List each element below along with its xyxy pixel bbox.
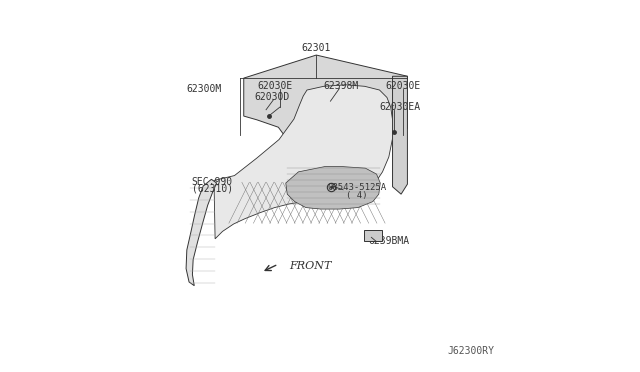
Text: 62030D: 62030D [255,93,290,102]
Text: (62310): (62310) [191,184,233,194]
Text: SEC.990: SEC.990 [191,177,233,187]
Text: 62030EA: 62030EA [380,102,420,112]
Polygon shape [286,167,380,209]
Text: 62301: 62301 [301,44,331,53]
Text: 62300M: 62300M [186,84,221,93]
Text: 62030E: 62030E [257,81,292,91]
Text: 08543-5125A: 08543-5125A [327,183,386,192]
Polygon shape [214,85,392,239]
Text: 6239BMA: 6239BMA [368,236,410,246]
Polygon shape [392,76,408,194]
Text: ( 4): ( 4) [346,191,367,200]
Text: J62300RY: J62300RY [447,346,494,356]
Text: FRONT: FRONT [289,261,332,271]
Text: 62030E: 62030E [385,81,420,91]
Polygon shape [244,55,408,159]
Polygon shape [186,179,216,286]
Polygon shape [364,230,383,241]
Text: 62398M: 62398M [324,81,359,91]
